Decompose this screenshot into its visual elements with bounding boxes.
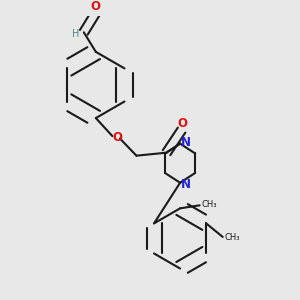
Text: CH₃: CH₃ [202, 200, 217, 209]
Text: CH₃: CH₃ [224, 233, 240, 242]
Text: O: O [177, 117, 187, 130]
Text: N: N [181, 136, 190, 148]
Text: O: O [91, 0, 101, 13]
Text: N: N [181, 178, 190, 191]
Text: H: H [72, 29, 79, 39]
Text: O: O [113, 131, 123, 144]
